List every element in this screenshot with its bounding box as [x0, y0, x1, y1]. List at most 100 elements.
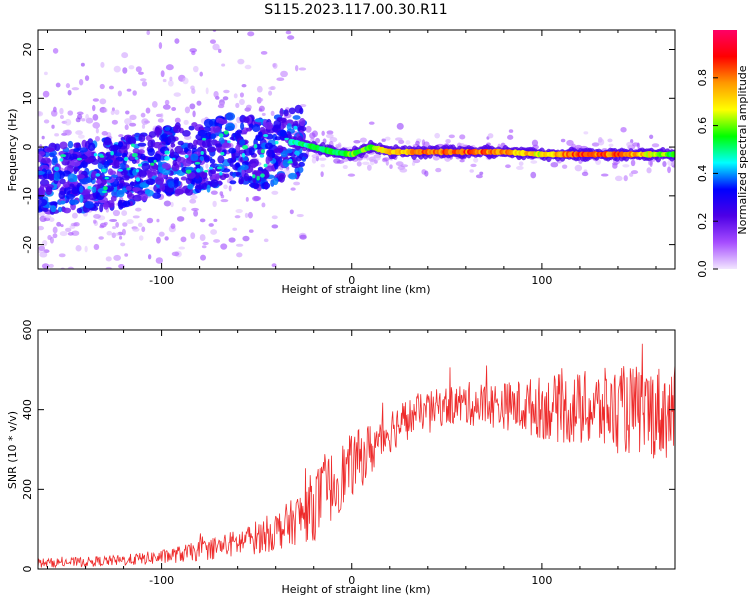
spectrogram-noise-point	[69, 289, 76, 295]
spectrogram-noise-point	[129, 122, 137, 127]
spectrogram-noise-point	[141, 124, 146, 129]
spectrogram-cluster-point	[252, 170, 263, 176]
spectrogram-noise-point	[591, 142, 600, 147]
spectrogram-cluster-point	[274, 161, 279, 170]
spectrogram-noise-point	[76, 111, 84, 116]
spectrogram-cluster-point	[264, 121, 274, 130]
spectrogram-cluster-point	[79, 185, 84, 193]
spectrogram-cluster-point	[148, 131, 157, 138]
spectrogram-noise-point	[258, 98, 264, 102]
spectrogram-noise-point	[299, 234, 307, 240]
spectrogram-noise-point	[508, 129, 514, 133]
spectrogram-noise-point	[382, 157, 390, 162]
spectrogram-noise-point	[64, 118, 72, 126]
spectrogram-cluster-point	[276, 145, 284, 154]
spectrogram-noise-point	[162, 104, 171, 110]
spectrogram-noise-point	[574, 164, 583, 172]
spectrogram-cluster-point	[140, 193, 148, 202]
spectrogram-noise-point	[608, 143, 614, 147]
spectrogram-noise-point	[85, 274, 88, 278]
spectrogram-noise-point	[318, 157, 327, 161]
spectrogram-noise-point	[244, 64, 252, 70]
spectrogram-noise-point	[91, 272, 96, 277]
spectrogram-highlight-point	[95, 173, 101, 177]
spectrogram-cluster-point	[210, 133, 216, 140]
snr-frame	[37, 329, 676, 570]
snr-y-tick-label: 0	[21, 566, 34, 573]
spectrogram-noise-point	[220, 243, 228, 250]
spectrogram-cluster-point	[107, 168, 114, 176]
spectrogram-highlight-point	[219, 171, 223, 176]
spectrogram-noise-point	[210, 190, 218, 195]
spectrogram-noise-point	[67, 89, 72, 96]
spectrogram-cluster-point	[38, 205, 42, 210]
spectrogram-noise-point	[448, 134, 455, 139]
spectrogram-cluster-point	[240, 122, 245, 131]
spectrogram-noise-point	[311, 130, 318, 138]
spectrogram-cluster-point	[60, 200, 66, 205]
snr-y-tick-label: 600	[21, 320, 34, 341]
spectrogram-highlight-point	[227, 140, 231, 144]
spectrogram-cluster-point	[282, 159, 290, 168]
spectrogram-noise-point	[47, 235, 52, 241]
spectrogram-noise-point	[59, 115, 64, 119]
spectrogram-cluster-point	[95, 179, 102, 184]
spectrogram-cluster-point	[73, 166, 79, 172]
spectrogram-noise-point	[38, 111, 44, 117]
spectrogram-cluster-point	[139, 182, 148, 188]
spectrogram-cluster-point	[288, 107, 296, 115]
spectrogram-cluster-point	[62, 207, 72, 214]
spectrogram-highlight-point	[101, 190, 108, 194]
spectrogram-noise-point	[459, 159, 465, 163]
spectrogram-noise-point	[160, 70, 165, 78]
spectrogram-noise-point	[158, 231, 165, 237]
spectrogram-y-tick-label: 0	[21, 144, 34, 151]
spectrogram-cluster-point	[121, 174, 131, 181]
spectrogram-noise-point	[128, 65, 135, 70]
spectrogram-noise-point	[256, 85, 263, 93]
spectrogram-noise-point	[272, 62, 278, 69]
spectrogram-cluster-point	[236, 129, 243, 134]
spectrogram-cluster-point	[85, 150, 92, 158]
spectrogram-noise-point	[516, 165, 524, 170]
spectrogram-noise-point	[384, 136, 391, 141]
spectrogram-cluster-point	[152, 170, 159, 175]
spectrogram-noise-point	[296, 213, 304, 218]
spectrogram-noise-point	[85, 113, 90, 121]
spectrogram-noise-point	[105, 256, 112, 262]
spectrogram-highlight-point	[123, 156, 129, 162]
spectrogram-y-tick-label: -20	[21, 236, 34, 254]
spectrogram-cluster-point	[210, 179, 219, 188]
spectrogram-cluster-point	[167, 180, 175, 189]
spectrogram-noise-point	[183, 119, 189, 125]
spectrogram-noise-point	[43, 249, 50, 254]
spectrogram-noise-point	[109, 218, 118, 222]
spectrogram-noise-point	[210, 229, 218, 235]
spectrogram-noise-point	[38, 211, 46, 217]
spectrogram-points	[38, 30, 675, 295]
spectrogram-noise-point	[662, 161, 667, 167]
spectrogram-cluster-point	[65, 193, 75, 200]
spectrogram-highlight-point	[287, 160, 293, 164]
spectrogram-noise-point	[157, 118, 164, 123]
spectrogram-noise-point	[389, 164, 393, 169]
spectrogram-noise-point	[217, 48, 222, 54]
spectrogram-noise-point	[126, 88, 132, 92]
spectrogram-cluster-point	[273, 148, 279, 154]
spectrogram-noise-point	[280, 70, 288, 78]
spectrogram-noise-point	[99, 108, 107, 113]
spectrogram-noise-point	[156, 218, 160, 223]
spectrogram-noise-point	[469, 169, 474, 173]
spectrogram-highlight-point	[150, 162, 155, 166]
spectrogram-highlight-point	[259, 154, 265, 158]
spectrogram-noise-point	[228, 175, 234, 181]
spectrogram-noise-point	[113, 65, 121, 73]
spectrogram-noise-point	[117, 90, 122, 97]
spectrogram-noise-point	[72, 285, 77, 290]
spectrogram-cluster-point	[199, 171, 208, 178]
spectrogram-cluster-point	[170, 142, 176, 148]
spectrogram-y-axis-label: Frequency (Hz)	[6, 109, 19, 192]
spectrogram-noise-point	[190, 85, 195, 90]
spectrogram-highlight-point	[93, 153, 98, 157]
spectrogram-noise-point	[73, 222, 80, 227]
